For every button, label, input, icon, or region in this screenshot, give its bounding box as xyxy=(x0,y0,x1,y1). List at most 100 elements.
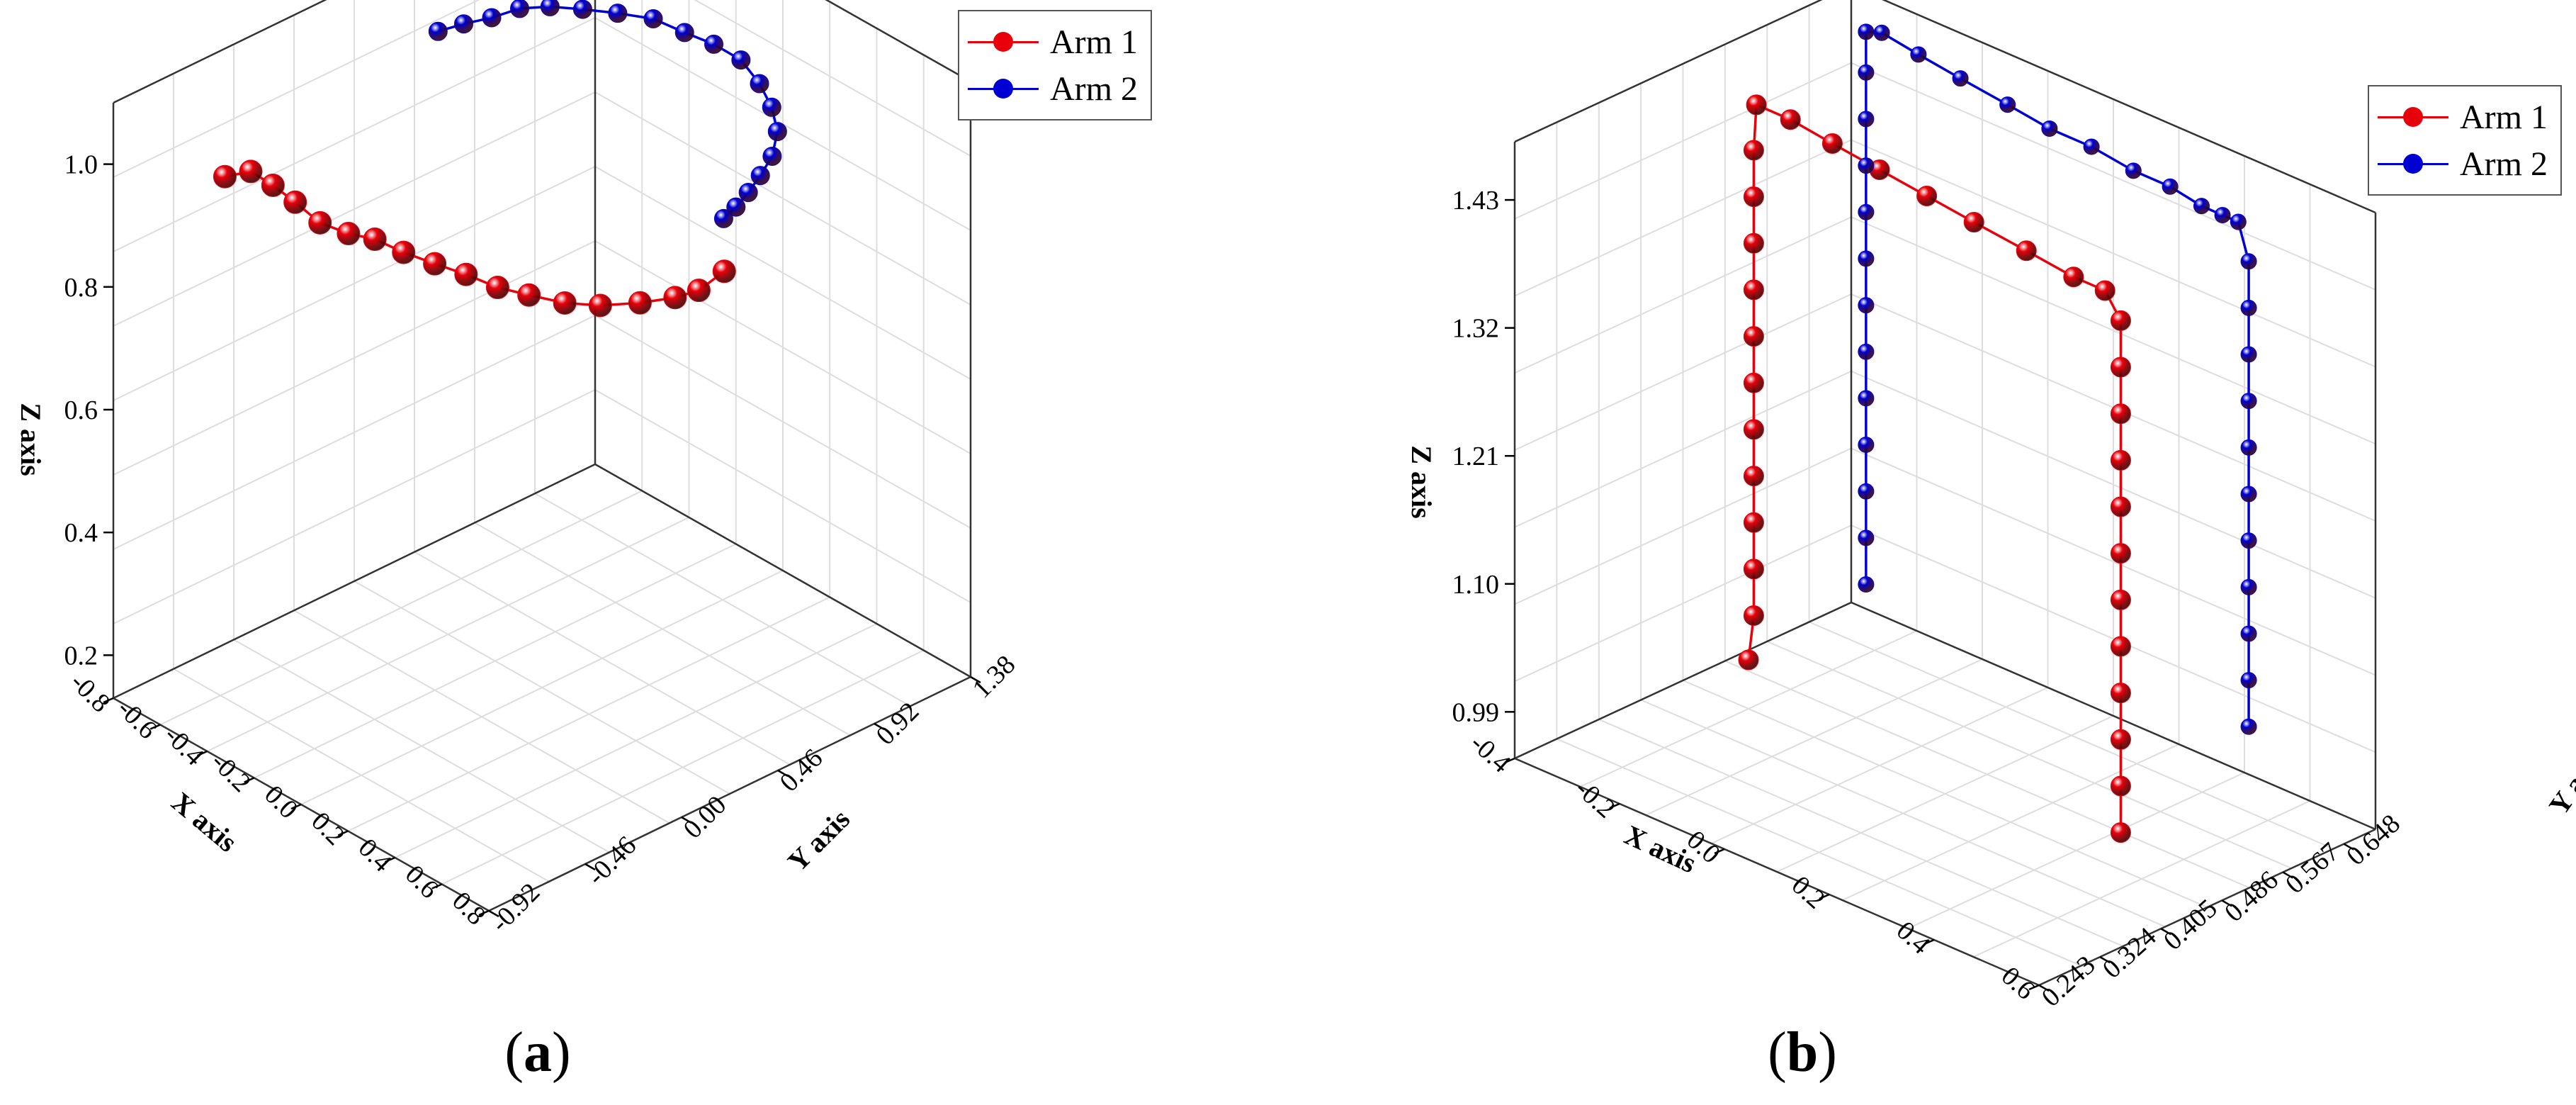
series-arm2-point xyxy=(1999,96,2016,113)
series-arm2-point xyxy=(1910,46,1927,63)
series-arm2-point xyxy=(2240,346,2257,363)
series-arm2-point xyxy=(1858,343,1875,360)
y-tick-mark xyxy=(2160,928,2171,936)
series-arm2-point xyxy=(2214,206,2231,223)
series-arm1-point xyxy=(1743,232,1764,254)
series-arm1-point xyxy=(2110,310,2131,331)
y-tick-mark xyxy=(2282,871,2293,879)
series-arm1 xyxy=(1738,94,2131,843)
caption-b: (b) xyxy=(1768,1021,1837,1084)
y-tick-label: 1.38 xyxy=(967,650,1022,705)
series-arm2-point xyxy=(1858,483,1875,500)
series-arm1-point xyxy=(2110,357,2131,378)
series-arm1-point xyxy=(687,279,711,303)
series-arm1-point xyxy=(2110,449,2131,471)
series-arm1-point xyxy=(1743,140,1764,161)
series-arm2-point xyxy=(2162,178,2179,195)
series-arm1-point xyxy=(2016,240,2037,262)
z-tick-label: 0.2 xyxy=(64,641,98,671)
x-tick-label: -0.8 xyxy=(64,667,115,718)
series-arm2-point xyxy=(1858,111,1875,128)
series-arm2-point xyxy=(2240,578,2257,595)
series-arm2-point xyxy=(2240,625,2257,642)
series-arm1-point xyxy=(1738,649,1759,671)
z-axis-title: Z axis xyxy=(1406,445,1437,518)
series-arm2-point xyxy=(2240,486,2257,503)
y-tick-mark xyxy=(2038,984,2050,992)
series-arm2-point xyxy=(2083,138,2100,155)
series-arm2-point xyxy=(482,8,502,28)
series-arm2-point xyxy=(2240,672,2257,689)
series-arm2-point xyxy=(2240,532,2257,549)
series-arm1-point xyxy=(1743,605,1764,627)
series-arm1-point xyxy=(261,173,285,197)
y-tick-label: -0.92 xyxy=(485,877,546,938)
series-arm1-point xyxy=(712,259,736,284)
series-arm1-point xyxy=(2063,267,2084,288)
series-arm1-point xyxy=(2110,636,2131,657)
y-tick-mark xyxy=(874,722,885,731)
y-tick-label: 0.46 xyxy=(774,744,829,798)
series-arm1-point xyxy=(485,276,509,300)
caption-b-letter: b xyxy=(1786,1021,1819,1084)
x-tick-mark xyxy=(431,883,443,890)
x-tick-mark xyxy=(1609,802,1620,809)
y-tick-label: 0.567 xyxy=(2280,837,2345,899)
x-tick-mark xyxy=(244,777,255,783)
x-tick-label: 0.4 xyxy=(1891,916,1936,960)
series-arm1-point xyxy=(1963,212,1984,233)
series-arm2-point xyxy=(643,9,663,29)
x-tick-label: 0.2 xyxy=(305,807,350,851)
series-arm2-point xyxy=(572,0,592,19)
x-tick-mark xyxy=(1714,848,1725,855)
series-arm1-point xyxy=(1743,512,1764,533)
panel-b: 0.99 1.10 1.21 1.32 1.43 -0.4 -0.2 0.0 0.2 0.4 0.6… xyxy=(1288,0,2576,1105)
series-arm2-point xyxy=(750,166,770,186)
series-arm1-point xyxy=(213,164,237,189)
series-arm2-point xyxy=(674,23,694,43)
y-tick-label: 0.243 xyxy=(2036,950,2101,1006)
z-tick-label: 0.99 xyxy=(1452,697,1500,727)
series-arm1-point xyxy=(2110,543,2131,564)
series-arm2-point xyxy=(1858,576,1875,593)
series-arm1-point xyxy=(392,240,416,264)
y-tick-label: 0.324 xyxy=(2097,921,2162,984)
series-arm1-point xyxy=(2110,589,2131,610)
series-arm1-point xyxy=(363,228,387,252)
series-arm2-point xyxy=(2240,299,2257,316)
series-arm2-point xyxy=(1858,437,1875,454)
x-tick-mark xyxy=(2028,984,2040,991)
y-tick-label: -0.46 xyxy=(582,831,643,892)
y-tick-mark xyxy=(777,769,789,778)
series-arm2-point xyxy=(762,146,782,166)
series-arm1-point xyxy=(283,190,307,214)
y-tick-label: 0.405 xyxy=(2158,894,2223,956)
series-arm2-line xyxy=(1865,30,2250,727)
y-tick-label: 0.486 xyxy=(2219,865,2284,928)
panel-a: 0.2 0.4 0.6 0.8 1.0 -0.8 -0.6 -0.4 -0.2 0.0 0.2 0.4… xyxy=(15,0,1152,1084)
series-arm2-point xyxy=(2230,213,2247,230)
chart-a-3d-plot: 0.20.40.60.81.0-0.8-0.6-0.4-0.20.00.20.4… xyxy=(15,0,1022,938)
y-axis-title: Y axis xyxy=(2543,742,2576,821)
y-tick-mark xyxy=(2343,843,2354,851)
legend-arm1-label: Arm 1 xyxy=(1050,23,1138,61)
x-tick-label: -0.2 xyxy=(1569,773,1621,824)
legend-arm2-marker xyxy=(968,65,1039,112)
series-arm1-point xyxy=(1743,186,1764,208)
z-tick-label: 1.10 xyxy=(1452,570,1500,600)
y-axis-title: Y axis xyxy=(781,803,856,877)
series-arm1-point xyxy=(1743,372,1764,393)
legend-arm1-label: Arm 1 xyxy=(2460,98,2548,136)
z-tick-label: 1.21 xyxy=(1452,442,1500,471)
x-tick-mark xyxy=(149,724,161,730)
series-arm2-point xyxy=(1858,157,1875,174)
x-tick-label: 0.6 xyxy=(400,860,444,904)
z-axis-title: Z axis xyxy=(15,403,47,476)
series-arm1-point xyxy=(2094,280,2115,301)
x-tick-mark xyxy=(1819,893,1830,900)
series-arm1-point xyxy=(1743,326,1764,347)
series-arm1-point xyxy=(1746,94,1767,116)
series-arm1-point xyxy=(588,293,612,318)
series-arm1-point xyxy=(1743,466,1764,487)
series-arm1-point xyxy=(2110,496,2131,517)
